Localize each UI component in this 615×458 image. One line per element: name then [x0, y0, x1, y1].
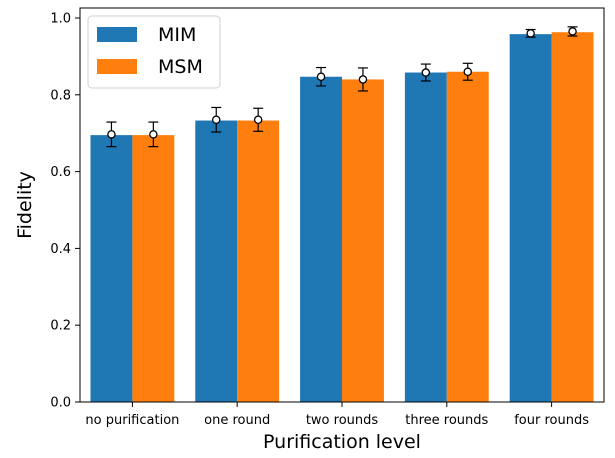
mean-marker-mim-3	[421, 68, 431, 77]
y-tick-label-1: 0.2	[50, 319, 71, 334]
legend-label-mim: MIM	[158, 24, 196, 46]
bar-mim-1	[195, 120, 238, 402]
y-tick-label-2: 0.4	[50, 242, 71, 257]
mean-marker-mim-0	[107, 130, 116, 139]
x-tick-label-0: no purification	[85, 413, 179, 428]
mean-marker-mim-4	[526, 29, 535, 38]
mean-marker-msm-0	[149, 130, 158, 139]
y-tick-label-0: 0.0	[50, 396, 71, 411]
bars-layer	[90, 32, 594, 403]
mean-marker-msm-3	[463, 67, 473, 77]
y-tick-label-4: 0.8	[50, 88, 71, 103]
y-tick-label-3: 0.6	[50, 165, 71, 180]
x-tick-label-4: four rounds	[514, 413, 589, 428]
bar-msm-2	[342, 79, 384, 402]
bar-msm-1	[237, 120, 280, 402]
bar-mim-3	[404, 72, 447, 402]
x-tick-label-2: two rounds	[306, 413, 379, 428]
mean-marker-mim-1	[211, 115, 221, 125]
mean-marker-msm-4	[568, 27, 577, 36]
legend-swatch-mim	[97, 27, 137, 42]
bar-mim-0	[90, 135, 133, 402]
ticks-layer: 0.0 0.2 0.4 0.6 0.8 1.0 no purification one rou…	[50, 12, 589, 429]
y-axis-label: Fidelity	[14, 171, 36, 239]
y-tick-label-5: 1.0	[50, 12, 71, 27]
legend-swatch-msm	[97, 59, 137, 74]
x-tick-label-3: three rounds	[405, 413, 488, 428]
x-axis-label: Purification level	[263, 431, 421, 453]
bar-mim-4	[509, 34, 552, 402]
bar-msm-0	[132, 135, 175, 402]
mean-marker-mim-2	[316, 72, 326, 82]
error-bars-layer	[106, 26, 578, 148]
legend: MIM MSM	[87, 15, 221, 89]
mean-marker-msm-1	[253, 115, 263, 125]
mean-marker-msm-2	[358, 75, 368, 84]
bar-msm-3	[446, 71, 489, 402]
bar-msm-4	[551, 32, 594, 403]
legend-label-msm: MSM	[158, 56, 203, 78]
x-tick-label-1: one round	[204, 413, 270, 428]
bar-mim-2	[300, 76, 342, 402]
